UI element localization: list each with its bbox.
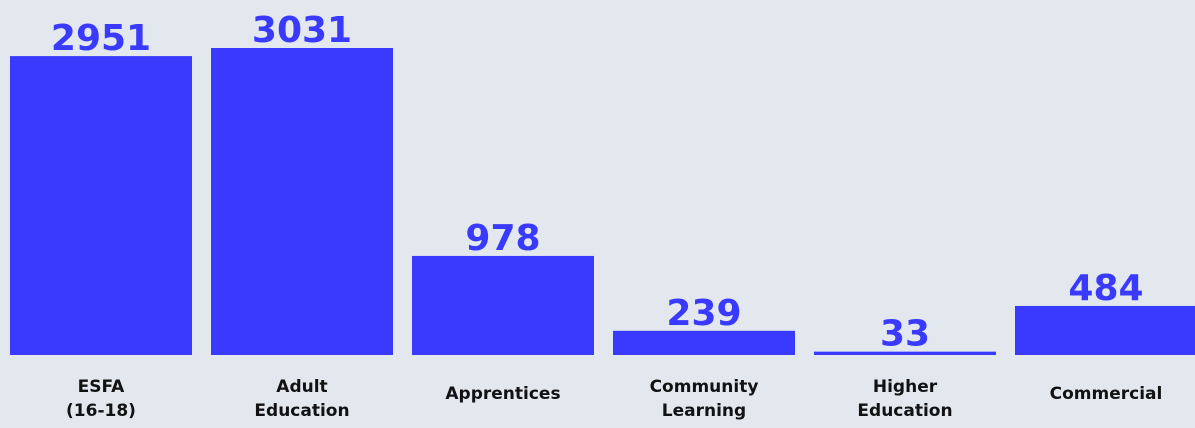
bar: [814, 351, 996, 355]
bar-value-label: 2951: [51, 18, 151, 59]
category-label: Community Learning: [650, 377, 759, 421]
category-label: Commercial: [1050, 384, 1163, 404]
bar: [1015, 305, 1195, 355]
category-label-line: Learning: [662, 401, 746, 421]
bar-value-label: 978: [465, 218, 540, 259]
category-label-line: ESFA: [78, 377, 126, 397]
value-labels-group: 2951 3031 978 239 33 484: [51, 10, 1144, 355]
bar-value-label: 484: [1068, 268, 1143, 309]
bar-value-label: 239: [666, 293, 741, 334]
bar-value-label: 3031: [252, 10, 352, 51]
bar: [211, 48, 393, 355]
category-label-line: Higher: [873, 377, 938, 397]
category-label: Adult Education: [254, 377, 349, 421]
category-label-line: (16-18): [66, 401, 136, 421]
bar: [10, 56, 192, 355]
category-label: Apprentices: [445, 384, 560, 404]
bar-value-label: 33: [880, 314, 930, 355]
category-label-line: Education: [254, 401, 349, 421]
category-labels-group: ESFA (16-18) Adult Education Apprentices Comm…: [66, 377, 1162, 421]
category-label-line: Community: [650, 377, 759, 397]
category-label-line: Apprentices: [445, 384, 560, 404]
category-label: Higher Education: [857, 377, 952, 421]
category-label-line: Commercial: [1050, 384, 1163, 404]
category-label-line: Adult: [276, 377, 327, 397]
bar: [613, 330, 795, 355]
bars-group: [10, 48, 1195, 355]
bar: [412, 255, 594, 355]
category-label-line: Education: [857, 401, 952, 421]
category-label: ESFA (16-18): [66, 377, 136, 421]
